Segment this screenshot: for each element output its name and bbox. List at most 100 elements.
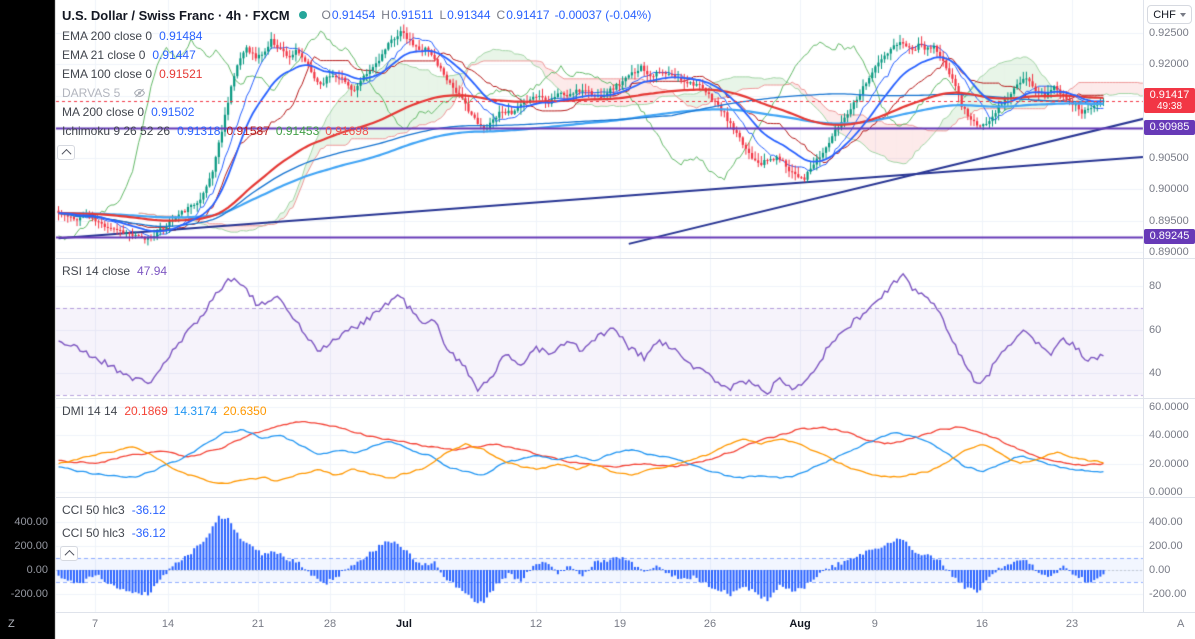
cci-axis-label: 0.00 [1149,564,1171,576]
ichimoku-conversion-value: 0.91318 [177,124,221,138]
indicator-label: DMI 14 14 [62,404,118,418]
time-axis-label: 12 [529,618,543,630]
time-axis-separator[interactable] [55,612,1195,613]
last-price-badge: 0.91417 49:38 [1144,87,1195,113]
dmi-axis-label: 20.0000 [1149,457,1189,470]
indicator-value: 0.91521 [159,67,203,81]
time-axis-label: Aug [789,618,811,630]
pane-collapse-button[interactable] [60,546,78,561]
indicator-label: MA 200 close 0 [62,105,145,119]
ichimoku-lead2-value: 0.91698 [325,124,369,138]
time-axis-label: 7 [91,618,99,630]
dmi-adx-value: 20.1869 [124,404,168,418]
indicator-label: DARVAS 5 [62,86,121,100]
time-axis-label: 14 [161,618,175,630]
low-label: L [439,8,447,22]
time-axis-label: 21 [251,618,265,630]
indicator-row-ema21[interactable]: EMA 21 close 0 0.91447 [62,46,202,64]
indicator-label: CCI 50 hlc3 [62,503,125,517]
dmi-axis-label: 0.0000 [1149,486,1183,498]
cci-left-axis-label: 400.00 [14,516,48,528]
price-axis-label: 0.89000 [1149,245,1189,258]
high-label: H [381,8,390,22]
pane-collapse-button[interactable] [57,145,75,160]
pane-separator[interactable] [55,258,1195,259]
price-axis-label: 0.90000 [1149,183,1189,196]
indicator-value: 0.91447 [152,48,196,62]
price-axis-label: 0.90500 [1149,152,1189,165]
price-scale-separator[interactable] [1143,0,1144,612]
currency-label: CHF [1153,8,1176,21]
cci-axis-label: 400.00 [1149,516,1183,528]
price-axis-label: 0.92000 [1149,58,1189,71]
cci-left-axis-label: 200.00 [14,540,48,552]
indicator-value: 0.91502 [151,105,195,119]
indicator-row-rsi[interactable]: RSI 14 close 47.94 [62,262,173,280]
indicator-row-darvas[interactable]: DARVAS 5 [62,84,146,102]
open-label: O [321,8,331,22]
price-axis-label: 0.89500 [1149,214,1189,227]
dmi-plus-di-value: 14.3174 [173,404,218,418]
market-status-icon [298,11,307,19]
cci-axis-label: -200.00 [1149,588,1187,600]
indicator-row-ichimoku[interactable]: Ichimoku 9 26 52 26 0.91318 0.91587 0.91… [62,122,375,140]
visibility-off-icon[interactable] [133,87,146,99]
indicator-row-cci-2[interactable]: CCI 50 hlc3 -36.12 [62,524,172,542]
indicator-label: RSI 14 close [62,264,131,278]
indicator-row-ema200[interactable]: EMA 200 close 0 0.91484 [62,27,208,45]
close-label: C [496,8,506,22]
rsi-axis-label: 80 [1149,280,1162,292]
dmi-minus-di-value: 20.6350 [223,404,267,418]
chevron-down-icon [1179,12,1186,17]
indicator-row-dmi[interactable]: DMI 14 14 20.1869 14.3174 20.6350 [62,402,273,420]
price-axis-label: 0.92500 [1149,27,1189,39]
indicator-label: Ichimoku 9 26 52 26 [62,124,171,138]
indicator-value: 47.94 [137,264,168,278]
symbol-legend-row[interactable]: U.S. Dollar / Swiss Franc · 4h · FXCM O … [62,6,651,24]
symbol-title[interactable]: U.S. Dollar / Swiss Franc · 4h · FXCM [62,7,290,23]
rsi-axis-label: 40 [1149,367,1162,380]
chevron-up-icon [64,549,74,560]
currency-selector-button[interactable]: CHF [1147,5,1192,24]
time-axis-label: 9 [871,618,878,630]
time-axis-label: 26 [703,618,717,630]
indicator-row-ema100[interactable]: EMA 100 close 0 0.91521 [62,65,208,83]
change-value: -0.00037 (-0.04%) [554,8,652,22]
price-level-badge: 0.89245 [1144,228,1195,244]
bar-countdown: 49:38 [1156,100,1183,112]
low-value: 0.91344 [447,8,491,22]
high-value: 0.91511 [390,8,434,22]
last-price-value: 0.91417 [1149,88,1190,101]
indicator-row-cci-1[interactable]: CCI 50 hlc3 -36.12 [62,501,172,519]
open-value: 0.91454 [331,8,376,22]
pane-separator[interactable] [55,497,1195,498]
cci-left-axis-label: 0.00 [26,564,48,576]
pane-separator[interactable] [55,398,1195,399]
close-value: 0.91417 [506,8,550,22]
indicator-label: EMA 21 close 0 [62,48,146,62]
time-axis-label: 16 [975,618,989,630]
cci-left-axis-label: -200.00 [10,588,48,600]
bottom-left-label[interactable]: Z [8,618,15,630]
time-axis-label: 19 [613,618,627,630]
ichimoku-base-value: 0.91587 [226,124,270,138]
indicator-value: 0.91484 [159,29,203,43]
auto-scale-label[interactable]: A [1177,618,1185,630]
indicator-label: CCI 50 hlc3 [62,526,125,540]
indicator-label: EMA 100 close 0 [62,67,153,81]
indicator-value: -36.12 [131,526,166,540]
price-level-badge: 0.90985 [1144,119,1195,135]
rsi-axis-label: 60 [1149,323,1162,336]
indicator-row-ma200[interactable]: MA 200 close 0 0.91502 [62,103,200,121]
time-axis-label: 23 [1065,618,1079,630]
cci-axis-label: 200.00 [1149,540,1183,552]
ichimoku-lead1-value: 0.91453 [275,124,320,138]
time-axis-label: 28 [323,618,337,630]
dmi-axis-label: 60.0000 [1149,400,1189,413]
indicator-value: -36.12 [131,503,166,517]
chevron-up-icon [61,148,71,159]
time-axis-label: Jul [396,618,412,630]
dmi-axis-label: 40.0000 [1149,429,1189,442]
